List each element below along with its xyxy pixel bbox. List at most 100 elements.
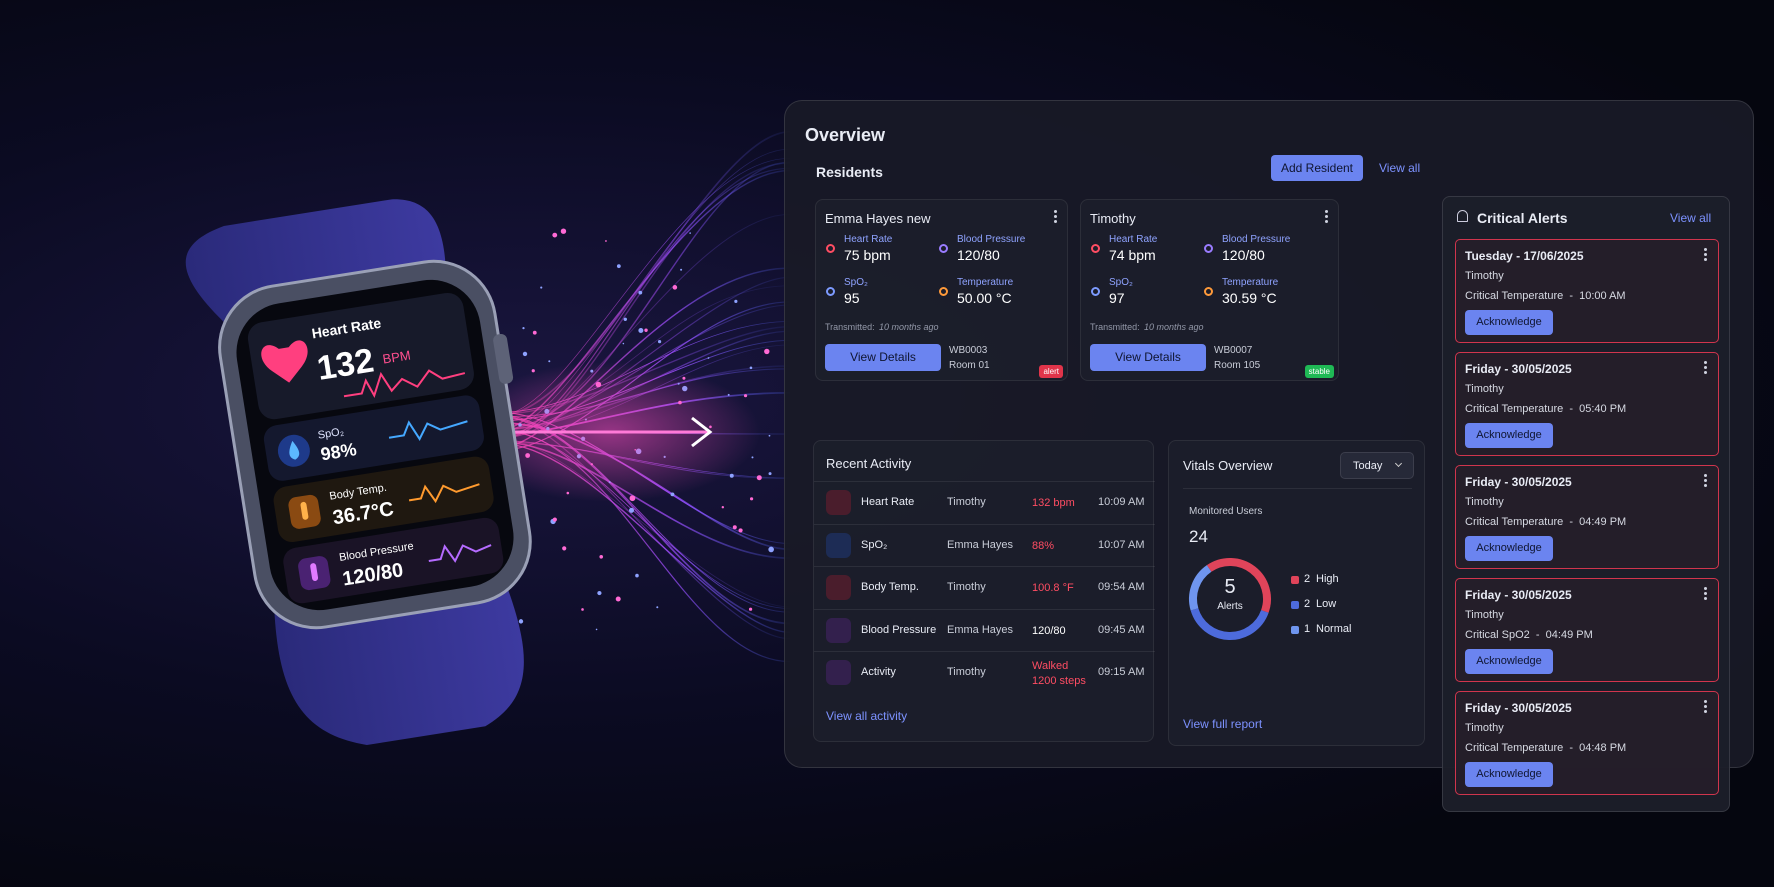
particle <box>532 330 537 335</box>
metric-value: 30.59 °C <box>1222 290 1277 306</box>
acknowledge-button[interactable]: Acknowledge <box>1465 536 1553 561</box>
acknowledge-button[interactable]: Acknowledge <box>1465 762 1553 787</box>
alert-detail: Critical Temperature - 04:49 PM <box>1465 516 1627 528</box>
particle <box>595 628 598 631</box>
tile <box>283 517 504 604</box>
activity-time: 10:07 AM <box>1098 538 1145 551</box>
metric-icon <box>939 287 948 296</box>
activity-type: Body Temp. <box>861 581 919 593</box>
alert-card: Friday - 30/05/2025 Timothy Critical SpO2 … <box>1455 578 1719 682</box>
drop <box>289 440 300 460</box>
activity-value: Walked 1200 steps <box>1032 660 1086 687</box>
section-title: Recent Activity <box>826 456 912 471</box>
acknowledge-button[interactable]: Acknowledge <box>1465 649 1553 674</box>
alert-card: Friday - 30/05/2025 Timothy Critical Tempe… <box>1455 352 1719 456</box>
particle <box>623 317 627 321</box>
heart-icon <box>261 340 308 383</box>
metric-icon <box>1204 244 1213 253</box>
monitored-label: Monitored Users <box>1189 506 1263 517</box>
activity-person: Emma Hayes <box>947 538 1014 551</box>
legend-label: Low <box>1316 598 1337 610</box>
bell-icon <box>1457 210 1468 222</box>
menu-button[interactable] <box>1704 253 1707 256</box>
status-badge: stable <box>1304 365 1334 378</box>
menu-button[interactable] <box>1325 215 1328 218</box>
transmitted-label: Transmitted: <box>1090 322 1140 332</box>
alerts-donut <box>1189 558 1271 640</box>
tile <box>263 395 484 481</box>
particle <box>560 228 567 234</box>
view-all-link[interactable]: View all <box>1379 161 1421 175</box>
metric-label: SpO₂ <box>1109 277 1133 288</box>
alert-card: Tuesday - 17/06/2025 Timothy Critical Temp… <box>1455 239 1719 343</box>
alerts-label: Alerts <box>1217 601 1243 612</box>
menu-button[interactable] <box>1704 705 1707 708</box>
menu-button[interactable] <box>1704 592 1707 595</box>
activity-value: 100.8 °F <box>1032 582 1074 594</box>
metric-label: Blood Pressure <box>957 234 1026 245</box>
metric-label: Temperature <box>1222 277 1279 288</box>
wave <box>388 420 468 441</box>
particle <box>540 286 543 289</box>
view-all-activity-link[interactable]: View all activity <box>826 709 908 723</box>
particle <box>707 357 710 359</box>
particle <box>615 596 621 602</box>
alert-detail: Critical Temperature - 10:00 AM <box>1465 290 1626 302</box>
menu-button[interactable] <box>1704 479 1707 482</box>
activity-time: 09:15 AM <box>1098 666 1145 678</box>
view-full-report-link[interactable]: View full report <box>1183 717 1263 731</box>
particle <box>622 342 625 345</box>
alert-date: Friday - 30/05/2025 <box>1465 475 1572 489</box>
activity-value: 132 bpm <box>1032 497 1075 509</box>
view-all-link[interactable]: View all <box>1670 211 1712 225</box>
activity-person: Timothy <box>947 496 986 508</box>
resident-card: Emma Hayes new Heart Rate 75 bpm Blood Pres… <box>815 199 1068 381</box>
alert-person: Timothy <box>1465 496 1504 508</box>
activity-value: 88% <box>1032 539 1055 552</box>
alert-person: Timothy <box>1465 722 1504 734</box>
period-dropdown[interactable]: Today <box>1340 452 1414 479</box>
menu-button[interactable] <box>1704 366 1707 369</box>
metric-label: Blood Pressure <box>1222 234 1291 245</box>
particle <box>635 573 639 578</box>
alert-person: Timothy <box>1465 270 1504 282</box>
acknowledge-button[interactable]: Acknowledge <box>1465 423 1553 448</box>
acknowledge-button[interactable]: Acknowledge <box>1465 310 1553 335</box>
particle <box>522 327 525 330</box>
watch: Heart Rate 132 BPM SpO₂ 98% Body Temp. 3… <box>185 199 532 745</box>
divider <box>1183 488 1412 489</box>
metric-label: Temperature <box>957 277 1014 288</box>
alert-date: Friday - 30/05/2025 <box>1465 588 1572 602</box>
watch-label: SpO₂ <box>317 426 345 442</box>
activity-time: 09:54 AM <box>1098 581 1145 593</box>
activity-person: Timothy <box>947 581 986 593</box>
metric-value: 74 bpm <box>1109 247 1156 263</box>
section-title: Residents <box>816 164 883 180</box>
thermometer <box>310 563 319 582</box>
watch-value: 132 <box>314 341 376 387</box>
particle <box>721 506 725 509</box>
legend-swatch <box>1291 601 1299 609</box>
device-id: WB0003 <box>949 345 988 356</box>
view-details-button[interactable]: View Details <box>825 344 941 371</box>
particle <box>680 268 683 271</box>
metric-icon <box>939 244 948 253</box>
section-title: Critical Alerts <box>1477 210 1568 226</box>
donut-segment <box>1190 608 1269 640</box>
menu-button[interactable] <box>1054 215 1057 218</box>
view-details-button[interactable]: View Details <box>1090 344 1206 371</box>
legend-count: 2 <box>1304 573 1311 585</box>
metric-value: 95 <box>844 290 860 306</box>
metric-value: 120/80 <box>957 247 1000 263</box>
monitored-count: 24 <box>1189 527 1208 546</box>
activity-icon <box>826 575 851 600</box>
alert-card: Friday - 30/05/2025 Timothy Critical Tempe… <box>1455 691 1719 795</box>
metric-value: 75 bpm <box>844 247 891 263</box>
particle <box>644 328 648 332</box>
alert-date: Tuesday - 17/06/2025 <box>1465 249 1584 263</box>
metric-value: 120/80 <box>1222 247 1265 263</box>
add-resident-button[interactable]: Add Resident <box>1271 155 1363 181</box>
alert-date: Friday - 30/05/2025 <box>1465 701 1572 715</box>
particle <box>638 290 643 295</box>
